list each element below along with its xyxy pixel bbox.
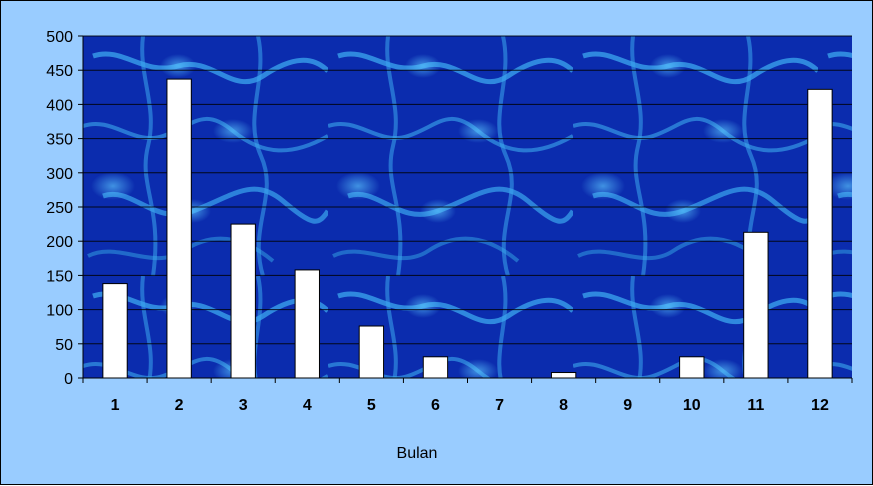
- y-tick-label: 150: [46, 268, 73, 285]
- y-tick-label: 250: [46, 200, 73, 217]
- y-tick-label: 50: [55, 337, 73, 354]
- x-tick-label: 8: [559, 397, 568, 414]
- bar-4: [294, 269, 320, 379]
- bar-2: [166, 78, 192, 379]
- bars: [102, 78, 833, 379]
- bar-11: [743, 231, 769, 379]
- x-tick-labels: 1 2 3 4 5 6 7 8 9 10 11 12: [111, 397, 829, 414]
- y-tick-label: 300: [46, 166, 73, 183]
- x-tick-label: 3: [239, 397, 248, 414]
- bar-8: [550, 372, 577, 379]
- x-tick-label: 6: [431, 397, 440, 414]
- x-tick-label: 11: [747, 397, 764, 414]
- y-tick-label: 400: [46, 97, 73, 114]
- x-tick-label: 9: [623, 397, 632, 414]
- bar-1: [102, 283, 128, 379]
- y-tick-labels: 0 50 100 150 200 250 300 350 400 450 500: [46, 29, 73, 388]
- bar-3: [230, 223, 256, 379]
- y-tick-label: 350: [46, 132, 73, 149]
- y-tick-label: 100: [46, 303, 73, 320]
- x-tick-label: 5: [367, 397, 376, 414]
- bar-5: [358, 325, 385, 379]
- x-tick-label: 1: [111, 397, 120, 414]
- y-tick-label: 200: [46, 234, 73, 251]
- x-tick-label: 2: [175, 397, 184, 414]
- y-tick-label: 500: [46, 29, 73, 46]
- y-tick-label: 450: [46, 63, 73, 80]
- x-axis-title: Bulan: [397, 445, 438, 462]
- y-tick-label: 0: [64, 371, 73, 388]
- bar-10: [679, 356, 705, 379]
- bar-12: [807, 88, 833, 379]
- x-tick-label: 10: [683, 397, 701, 414]
- bar-6: [422, 356, 449, 379]
- x-tick-label: 4: [303, 397, 312, 414]
- gridlines: [83, 35, 852, 345]
- x-tick-label: 12: [811, 397, 829, 414]
- x-tick-label: 7: [495, 397, 504, 414]
- axes: [78, 35, 853, 383]
